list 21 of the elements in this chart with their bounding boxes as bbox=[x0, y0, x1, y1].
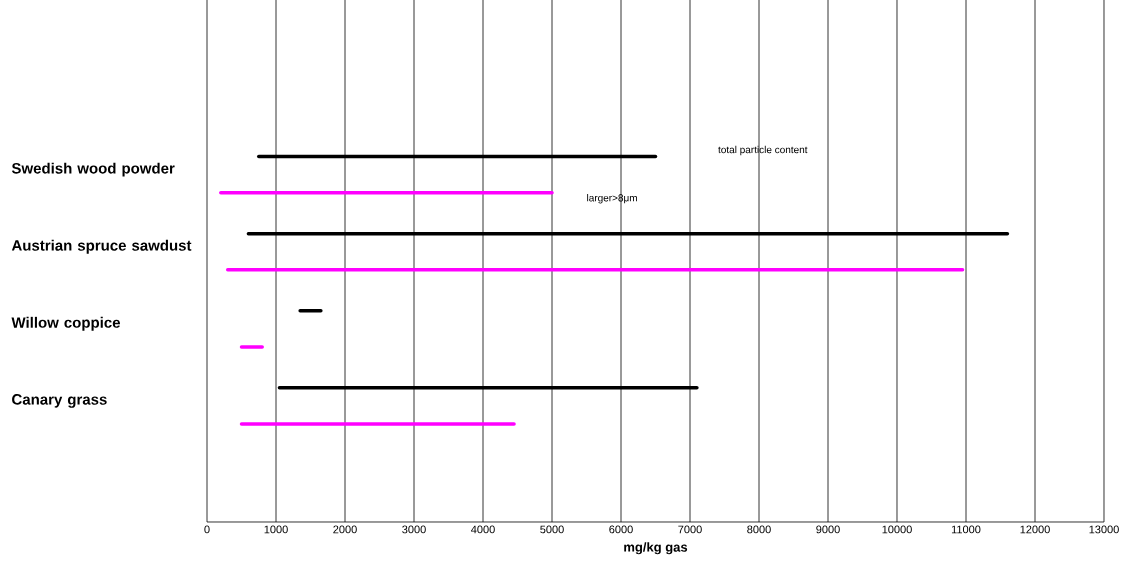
text: larger>8μm bbox=[587, 194, 637, 204]
x-tick-label: 10000 bbox=[882, 525, 912, 534]
x-tick-label: 3000 bbox=[402, 525, 426, 534]
x-tick-label: 13000 bbox=[1089, 525, 1119, 534]
x-tick-label: 8000 bbox=[747, 525, 771, 534]
y-tick-label: Willow coppice bbox=[11, 316, 121, 331]
x-axis-title: mg/kg gas bbox=[624, 542, 688, 555]
x-tick-label: 2000 bbox=[333, 525, 357, 534]
x-tick-label: 12000 bbox=[1020, 525, 1050, 534]
x-tick-label: 11000 bbox=[951, 525, 981, 534]
x-tick-label: 9000 bbox=[816, 525, 840, 534]
x-tick-label: 7000 bbox=[678, 525, 702, 534]
y-tick-label: Canary grass bbox=[12, 394, 107, 408]
y-tick-label: Swedish wood powder bbox=[11, 162, 175, 177]
x-tick-label: 5000 bbox=[540, 525, 564, 534]
text: total particle content bbox=[718, 145, 808, 156]
y-tick-label: Austrian spruce sawdust bbox=[11, 239, 192, 254]
x-tick-label: 4000 bbox=[471, 525, 495, 534]
x-tick-label: 1000 bbox=[264, 525, 288, 534]
x-tick-label: 0 bbox=[204, 525, 210, 534]
x-tick-label: 6000 bbox=[609, 525, 633, 534]
